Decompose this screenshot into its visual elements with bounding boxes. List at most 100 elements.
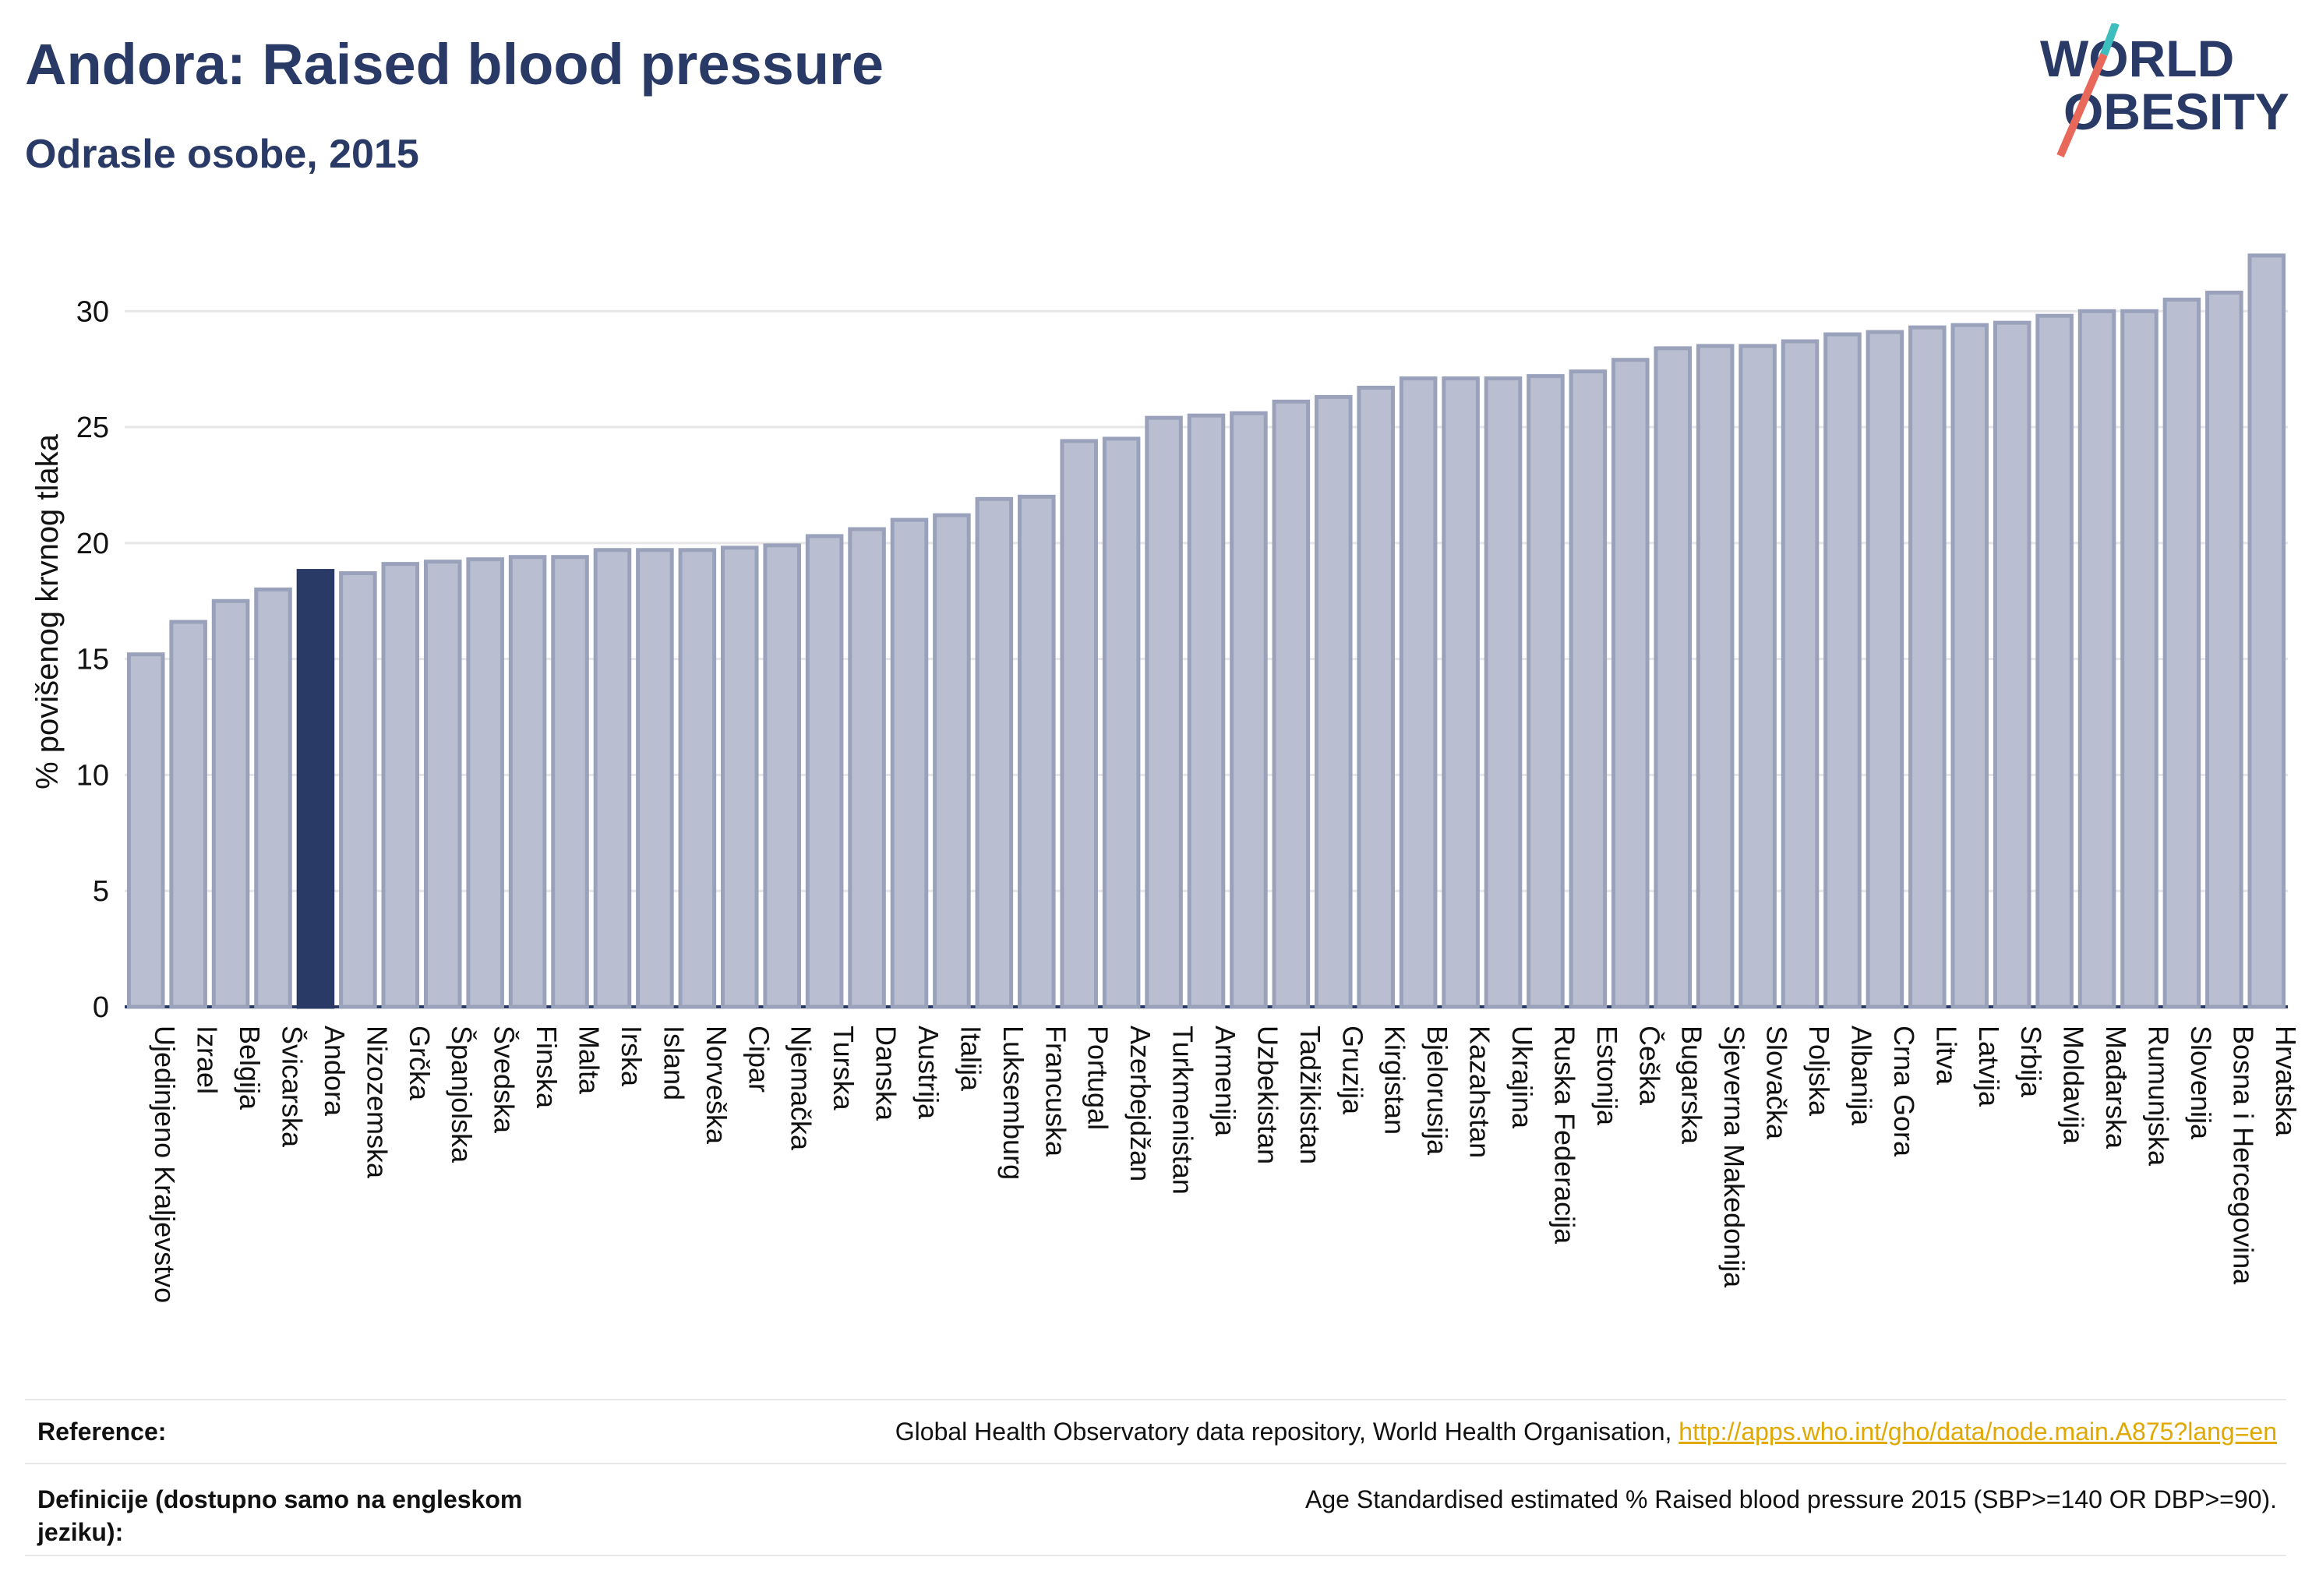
logo-stroke-red [2056, 53, 2108, 157]
bar [2120, 309, 2159, 1009]
x-tick-label: Rumunjska [2142, 1026, 2174, 1167]
bar [423, 560, 462, 1009]
bar [1611, 358, 1650, 1009]
x-tick-label: Slovačka [1761, 1026, 1793, 1140]
x-tick-label: Turska [828, 1026, 860, 1111]
x-tick-label: Ukrajina [1506, 1026, 1538, 1129]
bar [1315, 394, 1353, 1009]
bar [508, 555, 547, 1009]
bar [720, 546, 759, 1009]
bar [466, 557, 504, 1009]
x-tick-label: Češka [1633, 1026, 1665, 1106]
x-tick-label: Sjeverna Makedonija [1718, 1026, 1750, 1288]
bar [2035, 313, 2074, 1009]
logo-line1: WORLD [2040, 30, 2234, 87]
bar [1272, 399, 1311, 1009]
x-tick-label: Moldavija [2058, 1026, 2090, 1145]
y-tick-label: 20 [76, 528, 109, 560]
world-obesity-logo: WORLD OBESITY [2040, 23, 2289, 157]
x-tick-label: Estonija [1591, 1026, 1623, 1126]
page-subtitle: Odrasle osobe, 2015 [25, 132, 419, 177]
bar [1484, 376, 1523, 1009]
y-tick-label: 10 [76, 759, 109, 792]
bar [2205, 290, 2243, 1009]
x-tick-label: Latvija [1973, 1026, 2005, 1107]
definition-value: Age Standardised estimated % Raised bloo… [1305, 1485, 2277, 1513]
x-tick-label: Belgija [234, 1026, 266, 1110]
bar [381, 562, 420, 1009]
y-axis-label: % povišenog krvnog tlaka [30, 433, 65, 789]
x-tick-label: Uzbekistan [1251, 1026, 1283, 1164]
x-tick-label: Turkmenistan [1167, 1026, 1199, 1195]
definition-label: Definicije (dostupno samo na engleskom j… [37, 1485, 523, 1546]
bar [339, 571, 377, 1009]
x-tick-label: Bjelorusija [1421, 1026, 1453, 1156]
x-tick-label: Malta [574, 1026, 605, 1095]
bar [1187, 413, 1226, 1009]
bar [1781, 339, 1820, 1009]
x-tick-label: Bugarska [1676, 1026, 1708, 1145]
bar [1823, 332, 1862, 1009]
page-title: Andora: Raised blood pressure [25, 32, 884, 97]
reference-label: Reference: [37, 1418, 167, 1446]
x-tick-label: Finska [531, 1026, 563, 1109]
bar [2247, 253, 2286, 1009]
bar [211, 598, 250, 1009]
bar [1399, 376, 1438, 1009]
bar [1993, 320, 2031, 1009]
x-tick-label: Slovenija [2185, 1026, 2217, 1140]
bar [1102, 436, 1141, 1009]
x-tick-label: Švedska [489, 1026, 521, 1134]
x-tick-label: Kirgistan [1379, 1026, 1411, 1135]
x-tick-label: Ruska Federacija [1548, 1026, 1580, 1245]
x-tick-label: Azerbejdžan [1124, 1026, 1156, 1181]
reference-link[interactable]: http://apps.who.int/gho/data/node.main.A… [1678, 1418, 2277, 1446]
bar [169, 620, 207, 1009]
x-tick-label: Norveška [701, 1026, 732, 1145]
bar [1145, 415, 1183, 1009]
bar [848, 527, 886, 1009]
bar [1738, 344, 1777, 1009]
bar [678, 548, 717, 1009]
x-tick-label: Kazahstan [1464, 1026, 1496, 1158]
x-tick-label: Bosna i Hercegovina [2227, 1026, 2259, 1285]
reference-value: Global Health Observatory data repositor… [895, 1415, 2286, 1448]
x-tick-label: Mađarska [2100, 1026, 2132, 1149]
x-tick-label: Albanija [1845, 1026, 1877, 1126]
bar [2162, 297, 2201, 1009]
bar [805, 534, 844, 1009]
x-tick-label: Austrija [912, 1026, 944, 1120]
x-tick-label: Luksemburg [997, 1026, 1029, 1180]
x-tick-label: Srbija [2015, 1026, 2047, 1098]
x-tick-label: Irska [616, 1026, 648, 1087]
bar [2077, 309, 2116, 1009]
bar [933, 513, 971, 1009]
bar [1908, 325, 1947, 1009]
bars-layer [126, 253, 2286, 1009]
bar [1696, 344, 1735, 1009]
definition-row: Definicije (dostupno samo na engleskom j… [25, 1463, 2286, 1556]
x-tick-label: Francuska [1040, 1026, 1071, 1157]
reference-table: Reference: Global Health Observatory dat… [25, 1399, 2286, 1556]
x-tick-label: Italija [955, 1026, 987, 1092]
x-tick-label: Poljska [1803, 1026, 1835, 1117]
bar [126, 652, 165, 1009]
bar [1442, 376, 1480, 1009]
x-tick-label: Nizozemska [361, 1026, 393, 1179]
x-tick-label: Švicarska [277, 1026, 309, 1148]
bar [1654, 346, 1693, 1009]
bar [1357, 385, 1395, 1009]
x-tick-label: Island [658, 1026, 690, 1100]
bar [1018, 494, 1056, 1009]
y-tick-label: 30 [76, 295, 109, 328]
x-tick-label: Hrvatska [2270, 1026, 2302, 1137]
y-tick-label: 15 [76, 644, 109, 676]
x-tick-label: Litva [1930, 1026, 1962, 1086]
bar [1527, 374, 1565, 1009]
bar-chart: 0 5 10 15 20 25 30 Ujedinjeno Kraljevstvo Izrae… [30, 253, 2302, 1303]
x-tick-label: Njemačka [785, 1026, 817, 1151]
logo-stroke-teal [2100, 23, 2120, 56]
x-tick-label: Grčka [404, 1026, 436, 1101]
x-tick-label: Crna Gora [1888, 1026, 1920, 1157]
x-tick-label: Portugal [1082, 1026, 1114, 1130]
